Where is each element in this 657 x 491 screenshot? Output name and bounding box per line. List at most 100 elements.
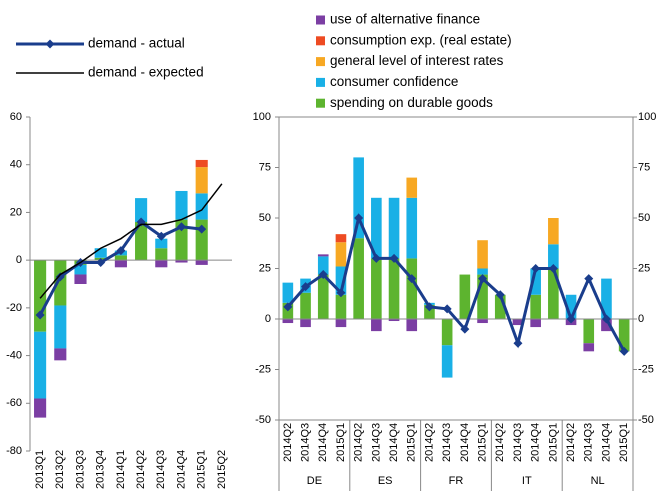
bar (335, 319, 347, 328)
bar (155, 238, 168, 249)
bar (548, 268, 559, 319)
line-marker (584, 274, 594, 284)
line (39, 183, 223, 299)
bar (94, 248, 107, 258)
y-tick-label: -20 (6, 302, 22, 314)
bar (195, 260, 208, 265)
bar (530, 268, 541, 295)
line-marker (55, 272, 65, 282)
bar (135, 198, 148, 222)
bar (548, 244, 559, 269)
line-marker (116, 246, 126, 256)
x-tick-label: 2013Q4 (95, 450, 107, 489)
legend-swatch (316, 15, 325, 25)
bar (114, 255, 127, 261)
x-tick-label: 2014Q2 (282, 423, 294, 462)
y-tick-label: 0 (638, 313, 644, 325)
x-tick-label: 2014Q4 (530, 423, 542, 462)
y-tick-label: 60 (10, 111, 22, 123)
line-marker (35, 310, 45, 320)
legend-swatch (316, 77, 325, 87)
y-tick-label: 100 (253, 111, 271, 123)
x-tick-label: 2015Q1 (476, 423, 488, 462)
x-tick-label: 2014Q2 (565, 423, 577, 462)
x-tick-label: 2015Q2 (216, 450, 228, 489)
line-marker (318, 270, 328, 280)
bar (406, 319, 418, 332)
bar (601, 278, 612, 319)
x-tick-label: 2014Q3 (155, 450, 167, 489)
y-tick-label: -25 (638, 363, 654, 375)
line-marker (301, 282, 311, 292)
legend-swatch (316, 98, 325, 108)
y-tick-label: -80 (6, 445, 22, 457)
x-tick-label: 2014Q2 (353, 423, 365, 462)
x-tick-label: 2014Q3 (583, 423, 595, 462)
bar (353, 157, 364, 239)
bar (175, 190, 188, 220)
line-marker (354, 213, 364, 223)
bar (548, 218, 559, 245)
x-tick-label: 2014Q4 (459, 423, 471, 462)
bar (388, 319, 400, 322)
bar (54, 348, 67, 361)
bar (477, 319, 488, 324)
x-tick-label: 2013Q2 (54, 450, 66, 489)
bar (459, 274, 471, 319)
y-tick-label: 0 (16, 254, 22, 266)
legend-label: demand - expected (88, 65, 204, 80)
legend-label: consumption exp. (real estate) (330, 32, 512, 47)
bar (441, 345, 453, 378)
y-tick-label: 50 (638, 212, 650, 224)
legend-swatch (316, 36, 325, 46)
bar (388, 258, 400, 319)
legend-label: demand - actual (88, 36, 185, 51)
bar (317, 256, 329, 275)
bar (618, 319, 630, 352)
bar (406, 258, 418, 319)
x-tick-label: 2014Q4 (600, 423, 612, 462)
bar (406, 197, 418, 259)
group-label: IT (522, 475, 532, 487)
line-marker (371, 253, 381, 263)
legend-label: consumer confidence (330, 74, 458, 89)
group-label: DE (307, 475, 322, 487)
y-tick-label: -25 (255, 363, 271, 375)
bar (195, 167, 208, 194)
line-marker (548, 264, 558, 273)
bar (565, 294, 577, 319)
line-marker (460, 324, 470, 334)
bar (34, 331, 47, 399)
bar (388, 197, 400, 259)
plot-frame (278, 116, 634, 421)
bar (335, 266, 347, 295)
line-marker (513, 338, 523, 348)
bar (282, 319, 294, 324)
x-tick-label: 2014Q3 (370, 423, 382, 462)
line-marker (389, 253, 399, 263)
y-tick-label: 0 (265, 313, 271, 325)
x-tick-label: 2014Q2 (135, 450, 147, 489)
line-marker (283, 302, 293, 312)
x-tick-label: 2013Q1 (34, 450, 46, 489)
bar (335, 294, 347, 319)
line-marker (177, 222, 186, 232)
line-marker (156, 231, 166, 241)
x-tick-label: 2014Q4 (175, 450, 187, 489)
bar (74, 264, 87, 275)
y-tick-label: -50 (638, 414, 654, 426)
bar (530, 319, 541, 328)
bar (583, 319, 595, 344)
bar (512, 319, 524, 326)
legend-swatch (316, 57, 325, 67)
bar (371, 258, 382, 319)
bar (477, 240, 488, 269)
line (286, 213, 626, 353)
bar (300, 319, 311, 328)
line-marker (197, 224, 207, 234)
bar (601, 319, 612, 332)
legend-label: use of alternative finance (330, 12, 480, 27)
y-tick-label: 40 (10, 159, 22, 171)
x-tick-label: 2014Q3 (512, 423, 524, 462)
